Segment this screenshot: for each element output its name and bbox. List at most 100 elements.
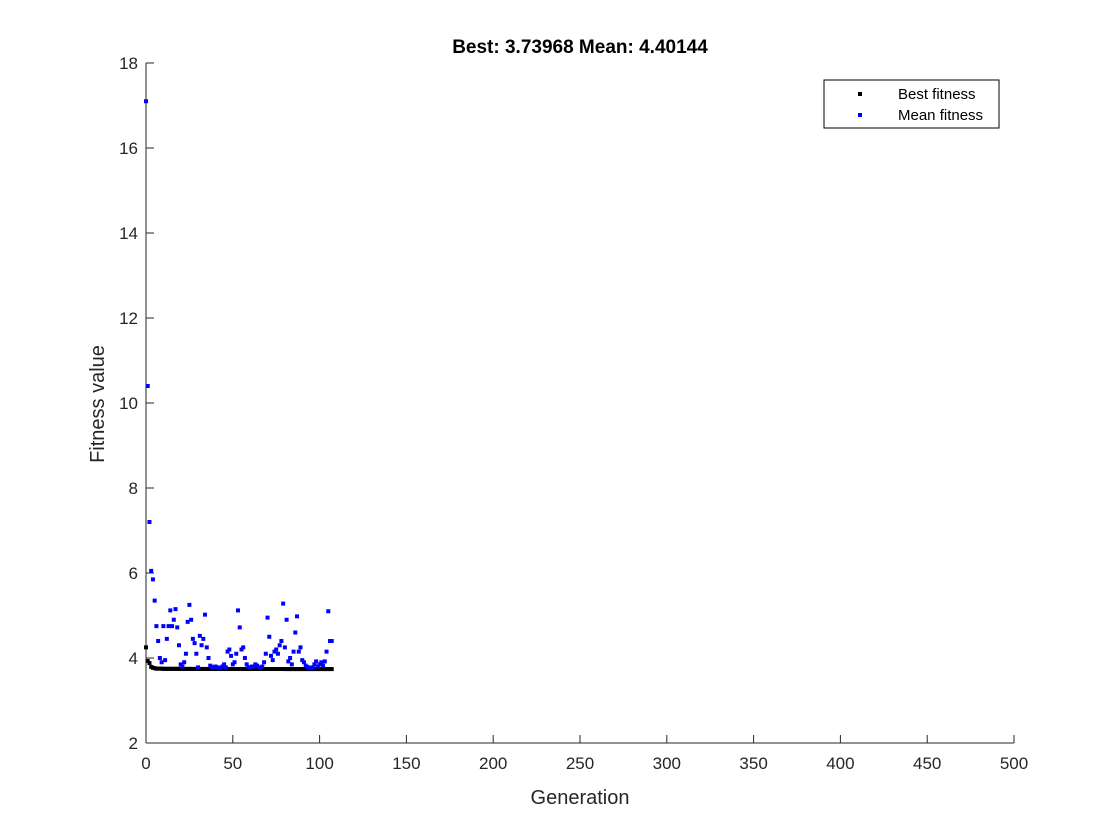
data-point (319, 660, 324, 665)
data-point (223, 665, 228, 670)
data-point (222, 662, 227, 667)
y-tick-label: 14 (119, 224, 138, 243)
data-point (300, 658, 305, 663)
data-point (230, 662, 235, 667)
plot-marks (144, 99, 334, 672)
data-point (329, 639, 334, 643)
data-point (262, 660, 267, 665)
data-point (187, 602, 192, 607)
data-point (157, 656, 162, 660)
legend: Best fitness Mean fitness (823, 79, 1000, 129)
data-point (329, 667, 334, 672)
data-point (322, 659, 327, 664)
x-tick-label: 300 (653, 754, 681, 773)
series-1 (144, 99, 334, 671)
data-point (171, 617, 176, 622)
data-point (185, 619, 190, 624)
data-point (175, 625, 180, 630)
data-point (295, 614, 300, 619)
data-point (293, 630, 298, 635)
data-point (317, 662, 322, 667)
data-point (268, 653, 273, 658)
data-point (251, 664, 256, 669)
data-point (189, 617, 194, 622)
x-tick-label: 250 (566, 754, 594, 773)
data-point (159, 660, 164, 665)
legend-marker (858, 92, 862, 96)
data-point (232, 660, 237, 665)
data-point (220, 664, 225, 669)
data-point (326, 609, 331, 614)
data-point (197, 633, 202, 638)
data-point (152, 598, 157, 603)
data-point (265, 615, 270, 620)
data-point (196, 665, 201, 670)
legend-marker (858, 113, 862, 117)
x-tick-label: 200 (479, 754, 507, 773)
y-tick-label: 16 (119, 139, 138, 158)
y-tick-label: 12 (119, 309, 138, 328)
data-point (296, 649, 301, 654)
x-axis-label: Generation (531, 787, 630, 809)
data-point (192, 641, 197, 646)
data-point (182, 660, 187, 665)
data-point (161, 624, 166, 629)
data-point (150, 577, 155, 582)
x-tick-label: 100 (305, 754, 333, 773)
data-point (199, 643, 204, 648)
data-point (315, 664, 320, 669)
data-point (178, 662, 183, 667)
axes: 0 50 100 150 200 250 300 350 400 450 500 2 4 6 8 10 12 14… (119, 54, 1028, 773)
data-point (201, 636, 206, 641)
y-tick-label: 8 (129, 479, 138, 498)
data-point (324, 649, 329, 654)
data-point (260, 664, 265, 669)
data-point (286, 659, 291, 664)
x-tick-label: 0 (141, 754, 150, 773)
data-point (156, 639, 161, 643)
x-tick-label: 500 (1000, 754, 1028, 773)
x-tick-label: 150 (392, 754, 420, 773)
legend-label: Best fitness (898, 86, 976, 103)
legend-label: Mean fitness (898, 107, 983, 124)
data-point (227, 647, 232, 652)
data-point (173, 607, 178, 612)
chart-title: Best: 3.73968 Mean: 4.40144 (452, 37, 708, 58)
x-tick-label: 400 (826, 754, 854, 773)
data-point (289, 662, 294, 667)
y-tick-label: 2 (129, 734, 138, 753)
data-point (274, 647, 279, 652)
data-point (282, 645, 287, 650)
data-point (225, 649, 230, 654)
data-point (312, 662, 317, 667)
data-point (166, 624, 171, 629)
data-point (194, 651, 199, 656)
data-point (190, 636, 195, 641)
data-point (234, 651, 239, 656)
data-point (237, 625, 242, 630)
data-point (321, 663, 326, 668)
data-point (263, 651, 268, 656)
data-point (239, 647, 244, 652)
data-point (163, 658, 168, 663)
data-point (145, 384, 150, 388)
data-point (298, 645, 303, 650)
data-point (206, 656, 211, 660)
data-point (301, 660, 306, 665)
legend-box (823, 79, 1000, 129)
x-tick-label: 450 (913, 754, 941, 773)
data-point (183, 651, 188, 656)
data-point (236, 608, 241, 613)
y-tick-label: 6 (129, 564, 138, 583)
data-point (204, 645, 209, 650)
data-point (147, 661, 152, 666)
data-point (270, 658, 275, 663)
data-point (275, 651, 280, 656)
data-point (176, 643, 181, 648)
data-point (291, 649, 296, 654)
y-tick-label: 10 (119, 394, 138, 413)
data-point (267, 634, 272, 639)
data-point (170, 624, 175, 629)
data-point (164, 636, 169, 641)
